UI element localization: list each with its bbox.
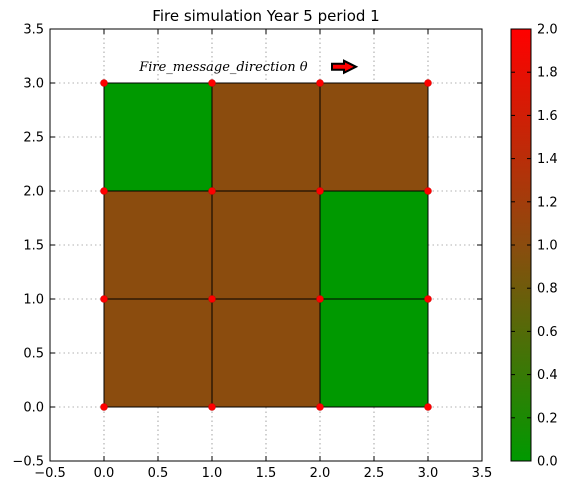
node-point [424,187,432,195]
node-points [100,79,432,411]
node-point [208,295,216,303]
heatmap-cell [103,298,213,408]
node-point [208,187,216,195]
colorbar-tick-label: 1.2 [537,195,558,210]
node-point [316,295,324,303]
x-tick-label: 2.0 [310,466,331,481]
heatmap-cell [319,298,429,408]
colorbar-tick-label: 0.8 [537,282,558,297]
node-point [100,295,108,303]
colorbar-ticks: 0.0 0.2 0.4 0.6 0.8 1.0 1.2 1.4 1.6 1.8 2.0 [511,23,558,470]
colorbar-tick-label: 0.2 [537,411,558,426]
colorbar-tick-label: 2.0 [537,23,558,38]
heatmap-cells [103,82,429,408]
y-axis-ticks: −0.5 0.0 0.5 1.0 1.5 2.0 2.5 3.0 3.5 [12,23,482,470]
x-tick-label: 0.0 [94,466,115,481]
node-point [316,79,324,87]
node-point [100,187,108,195]
y-tick-label: −0.5 [12,455,44,470]
colorbar-tick-label: 1.0 [537,239,558,254]
y-tick-label: 1.0 [23,293,44,308]
y-tick-label: 2.0 [23,185,44,200]
y-tick-label: 2.5 [23,131,44,146]
node-point [316,187,324,195]
x-tick-label: 2.5 [364,466,385,481]
x-tick-label: 3.5 [472,466,493,481]
node-point [424,79,432,87]
annotation-text: Fire_message_direction θ [138,60,308,75]
colorbar-tick-label: 0.4 [537,368,558,383]
chart-title: Fire simulation Year 5 period 1 [152,7,379,25]
node-point [100,79,108,87]
heatmap-cell [319,190,429,300]
colorbar-tick-label: 0.6 [537,325,558,340]
heatmap-cell [103,190,213,300]
node-point [208,79,216,87]
heatmap-cell [211,298,321,408]
y-tick-label: 1.5 [23,239,44,254]
x-tick-label: −0.5 [34,466,66,481]
x-tick-label: 1.0 [202,466,223,481]
heatmap-cell [103,82,213,192]
node-point [208,403,216,411]
arrow-shape [331,59,359,75]
colorbar-tick-label: 1.4 [537,152,558,167]
y-tick-label: 0.5 [23,347,44,362]
node-point [100,403,108,411]
y-tick-label: 3.5 [23,23,44,38]
node-point [424,295,432,303]
x-tick-label: 1.5 [256,466,277,481]
y-tick-label: 3.0 [23,77,44,92]
y-tick-label: 0.0 [23,401,44,416]
colorbar-tick-label: 1.6 [537,109,558,124]
colorbar-tick-label: 0.0 [537,455,558,470]
direction-arrow-icon [331,59,359,75]
heatmap-cell [211,190,321,300]
colorbar-tick-label: 1.8 [537,66,558,81]
x-tick-label: 3.0 [418,466,439,481]
x-axis-ticks: −0.5 0.0 0.5 1.0 1.5 2.0 2.5 3.0 3.5 [34,29,492,481]
heatmap-cell [211,82,321,192]
heatmap-cell [319,82,429,192]
node-point [424,403,432,411]
node-point [316,403,324,411]
x-tick-label: 0.5 [148,466,169,481]
